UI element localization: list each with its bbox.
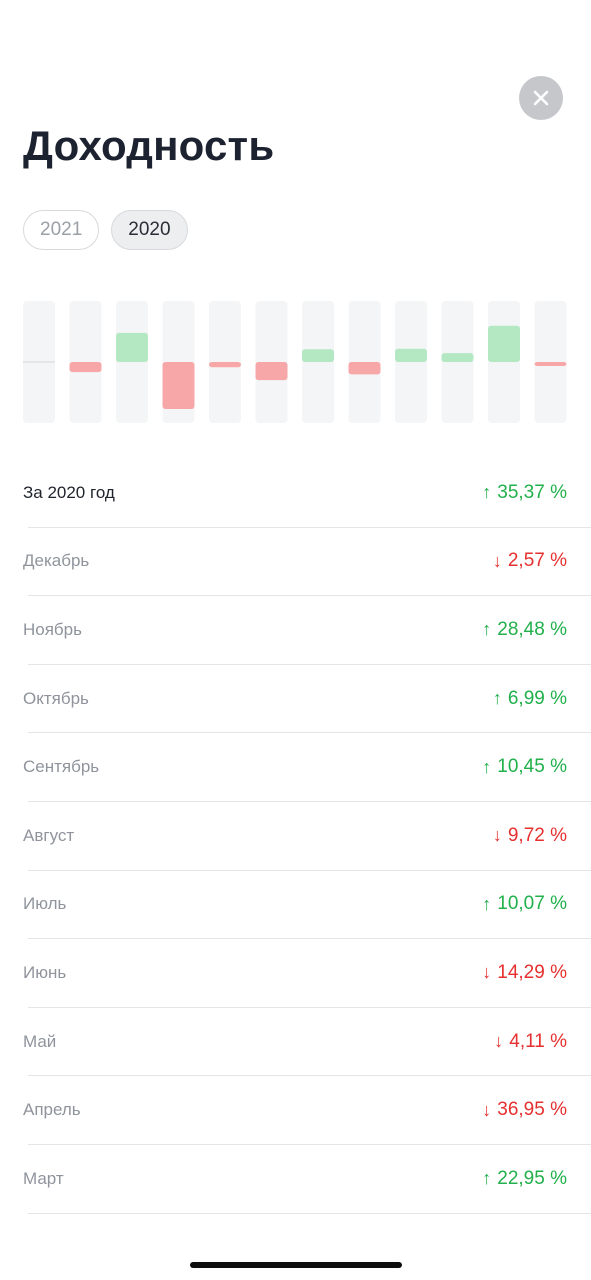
month-row: Апрель ↓ 36,95 %	[23, 1076, 591, 1145]
month-label: Сентябрь	[23, 757, 100, 777]
monthly-returns-chart	[23, 301, 567, 423]
month-row: Сентябрь ↑ 10,45 %	[23, 733, 591, 802]
bar-zero	[23, 361, 55, 363]
arrow-down-icon: ↓	[492, 825, 502, 846]
month-value-text: 4,11 %	[509, 1030, 567, 1052]
arrow-down-icon: ↓	[482, 962, 492, 983]
bar-negative	[209, 362, 241, 368]
month-row: Август ↓ 9,72 %	[23, 802, 591, 871]
bar-positive	[441, 353, 474, 362]
arrow-up-icon: ↑	[482, 893, 492, 914]
month-label: Июль	[23, 894, 67, 914]
close-icon	[533, 90, 549, 106]
month-value: ↑ 28,48 %	[482, 619, 567, 641]
month-value: ↑ 6,99 %	[493, 688, 567, 710]
month-value-text: 36,95 %	[497, 1099, 567, 1121]
arrow-up-icon: ↑	[482, 756, 492, 777]
month-value: ↑ 22,95 %	[482, 1168, 567, 1190]
page-title: Доходность	[23, 122, 275, 169]
month-value: ↓ 36,95 %	[482, 1099, 567, 1121]
month-value: ↓ 4,11 %	[494, 1031, 567, 1053]
summary-value: ↑ 35,37 %	[482, 482, 567, 504]
month-value: ↓ 14,29 %	[482, 962, 567, 984]
arrow-down-icon: ↓	[492, 550, 502, 571]
bar-positive	[116, 332, 148, 362]
bar-positive	[488, 325, 520, 362]
close-button[interactable]	[519, 76, 563, 120]
month-value-text: 22,95 %	[497, 1167, 567, 1189]
month-value-text: 14,29 %	[497, 961, 567, 983]
month-label: Март	[23, 1168, 64, 1188]
bar-negative	[162, 362, 195, 409]
month-row: Март ↑ 22,95 %	[23, 1145, 591, 1214]
arrow-down-icon: ↓	[482, 1099, 492, 1120]
bar-positive	[302, 349, 334, 362]
month-row: Июль ↑ 10,07 %	[23, 871, 591, 940]
month-value-text: 6,99 %	[507, 687, 567, 709]
month-row: Октябрь ↑ 6,99 %	[23, 665, 591, 734]
month-label: Май	[23, 1031, 57, 1051]
year-tab-2020[interactable]: 2020	[111, 210, 188, 250]
month-value-text: 9,72 %	[507, 824, 567, 846]
returns-list: За 2020 год ↑ 35,37 % Декабрь ↓ 2,57 % Нояб…	[0, 459, 591, 1214]
month-value-text: 10,07 %	[497, 893, 567, 915]
month-value-text: 10,45 %	[497, 756, 567, 778]
bar-negative	[534, 362, 567, 366]
arrow-down-icon: ↓	[494, 1031, 504, 1052]
bar-negative	[255, 362, 288, 381]
summary-label: За 2020 год	[23, 482, 115, 502]
month-row: Ноябрь ↑ 28,48 %	[23, 596, 591, 665]
month-row: Май ↓ 4,11 %	[23, 1008, 591, 1077]
summary-value-text: 35,37 %	[497, 481, 567, 503]
year-tabs: 2021 2020	[23, 210, 188, 250]
month-row: Декабрь ↓ 2,57 %	[23, 528, 591, 597]
month-value-text: 2,57 %	[507, 550, 567, 572]
bar-negative	[348, 362, 381, 375]
arrow-up-icon: ↑	[482, 482, 492, 503]
month-label: Декабрь	[23, 551, 90, 571]
month-label: Август	[23, 825, 75, 845]
month-value: ↓ 9,72 %	[493, 825, 567, 847]
bar-positive	[395, 348, 427, 362]
month-label: Июнь	[23, 962, 67, 982]
arrow-up-icon: ↑	[482, 619, 492, 640]
month-label: Ноябрь	[23, 619, 82, 639]
year-tab-2021[interactable]: 2021	[23, 210, 100, 250]
home-indicator	[190, 1262, 402, 1268]
month-label: Октябрь	[23, 688, 89, 708]
month-row: Июнь ↓ 14,29 %	[23, 939, 591, 1008]
arrow-up-icon: ↑	[482, 1168, 492, 1189]
arrow-up-icon: ↑	[492, 688, 502, 709]
month-label: Апрель	[23, 1100, 81, 1120]
month-value-text: 28,48 %	[497, 618, 567, 640]
month-value: ↑ 10,45 %	[482, 756, 567, 778]
month-value: ↑ 10,07 %	[482, 893, 567, 915]
bar-negative	[69, 362, 102, 373]
month-value: ↓ 2,57 %	[493, 550, 567, 572]
summary-row: За 2020 год ↑ 35,37 %	[23, 459, 591, 528]
